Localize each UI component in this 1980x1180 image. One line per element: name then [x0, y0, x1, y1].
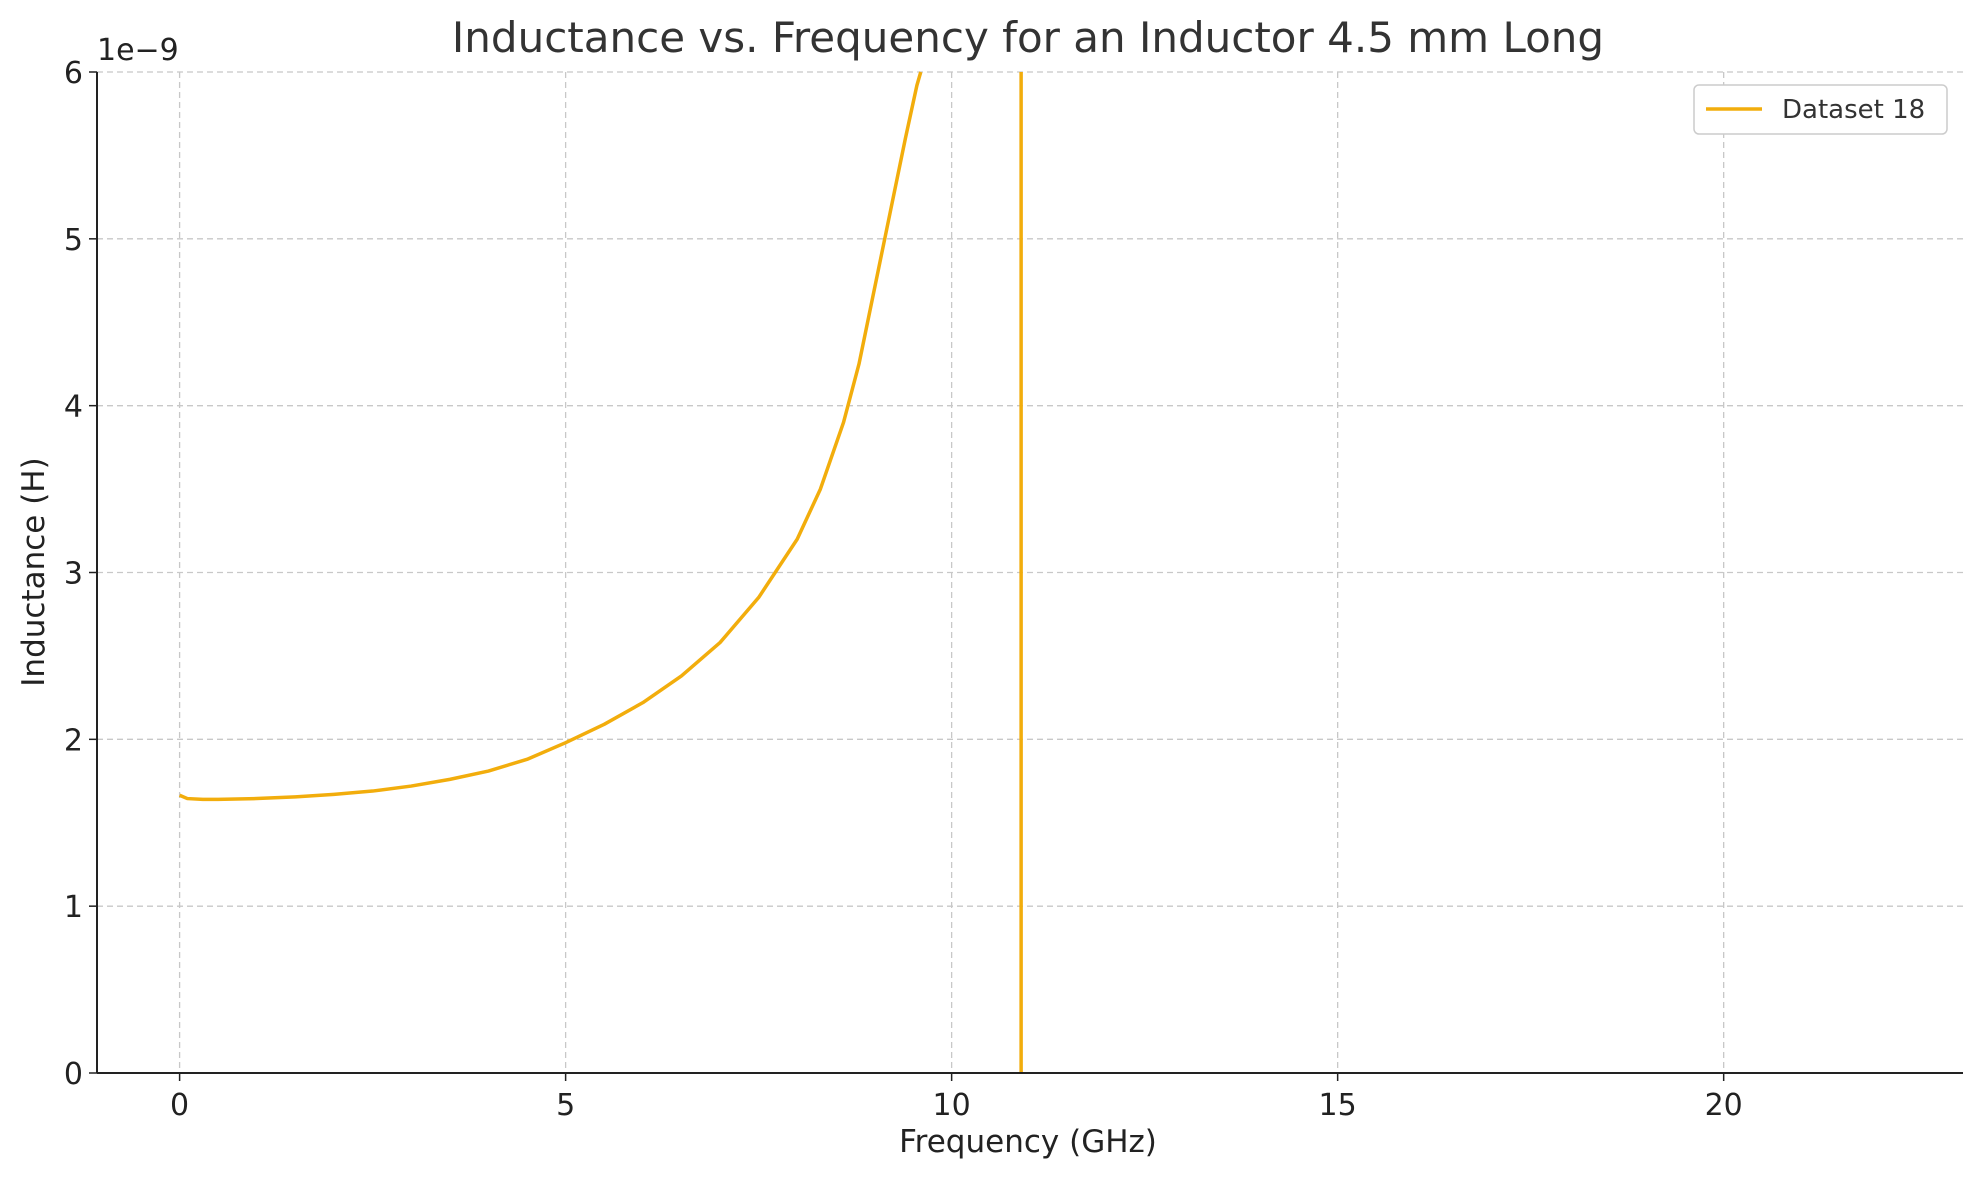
- y-tick-label: 1: [64, 890, 83, 925]
- tick-labels: 0 5 10 15 20 0 1 2 3 4 5 6: [64, 56, 1743, 1123]
- chart-title: Inductance vs. Frequency for an Inductor…: [452, 13, 1604, 62]
- series-line-dataset-18: [178, 71, 923, 802]
- x-tick-label: 15: [1319, 1088, 1357, 1123]
- y-axis-label: Inductance (H): [16, 457, 52, 686]
- y-tick-label: 2: [64, 723, 83, 758]
- y-tick-label: 4: [64, 390, 83, 425]
- legend-box: [1693, 84, 1948, 135]
- x-tick-label: 10: [933, 1088, 971, 1123]
- series-layer: [178, 71, 1023, 1073]
- y-tick-label: 6: [64, 56, 83, 91]
- y-tick-label: 3: [64, 557, 83, 592]
- x-tick-label: 5: [556, 1088, 575, 1123]
- x-tick-label: 0: [170, 1088, 189, 1123]
- y-axis-scale-label: 1e−9: [97, 33, 179, 68]
- x-axis-label: Frequency (GHz): [899, 1124, 1157, 1160]
- x-tick-label: 20: [1705, 1088, 1743, 1123]
- axes: [89, 71, 1963, 1081]
- grid: [97, 71, 1963, 1074]
- y-tick-label: 0: [64, 1057, 83, 1092]
- legend-label-dataset-18: Dataset 18: [1782, 95, 1925, 125]
- y-tick-label: 5: [64, 223, 83, 258]
- legend: Dataset 18: [1693, 84, 1948, 135]
